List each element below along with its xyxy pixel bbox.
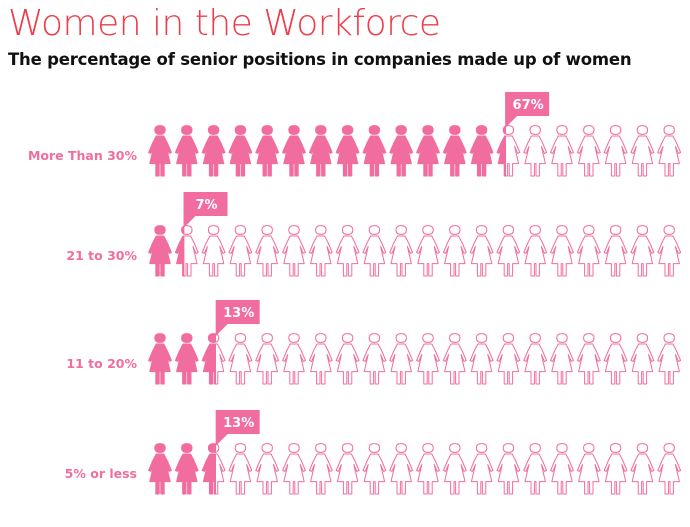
woman-figure-icon <box>496 333 521 385</box>
category-label: More Than 30% <box>28 148 138 163</box>
woman-figure-icon <box>389 333 414 385</box>
woman-figure-icon <box>201 333 226 385</box>
woman-figure-icon <box>362 125 387 177</box>
woman-figure-icon <box>389 225 414 277</box>
woman-figure-icon <box>630 443 655 495</box>
value-label: 13% <box>223 416 254 431</box>
woman-figure-icon <box>228 125 253 177</box>
woman-figure-icon <box>576 125 601 177</box>
woman-figure-icon <box>228 333 253 385</box>
value-label: 7% <box>195 198 217 213</box>
woman-figure-icon <box>550 443 574 495</box>
woman-figure-icon <box>523 333 548 385</box>
woman-figure-icon <box>442 225 467 277</box>
woman-figure-icon <box>174 333 199 385</box>
woman-figure-icon <box>442 125 467 177</box>
woman-figure-icon <box>657 125 682 177</box>
woman-figure-icon <box>148 125 172 177</box>
woman-figure-icon <box>603 125 628 177</box>
woman-figure-icon <box>603 333 628 385</box>
woman-figure-icon <box>496 443 521 495</box>
woman-figure-icon <box>228 443 253 495</box>
category-label: 21 to 30% <box>66 248 137 263</box>
woman-figure-icon <box>389 125 414 177</box>
woman-figure-icon <box>523 125 548 177</box>
value-callout <box>505 92 550 128</box>
woman-figure-icon <box>201 443 226 495</box>
woman-figure-icon <box>576 333 601 385</box>
woman-figure-icon <box>576 225 601 277</box>
woman-figure-icon <box>201 125 226 177</box>
woman-figure-icon <box>416 125 440 177</box>
woman-figure-icon <box>282 443 306 495</box>
pictograph-row: 5% or less 13% <box>65 410 682 495</box>
woman-figure-icon <box>469 225 494 277</box>
value-callout <box>215 300 260 336</box>
woman-figure-icon <box>335 125 360 177</box>
woman-figure-icon <box>255 443 280 495</box>
pictograph-row: 21 to 30% 7% <box>66 192 682 277</box>
woman-figure-icon <box>362 333 387 385</box>
woman-figure-icon <box>603 443 628 495</box>
woman-figure-icon <box>496 225 521 277</box>
woman-figure-icon <box>148 333 172 385</box>
woman-figure-icon <box>523 225 548 277</box>
woman-figure-icon <box>550 333 574 385</box>
woman-figure-icon <box>550 225 574 277</box>
category-label: 11 to 20% <box>66 356 137 371</box>
pictograph-row: 11 to 20% 13% <box>66 300 682 385</box>
woman-figure-icon <box>308 125 333 177</box>
woman-figure-icon <box>148 225 172 277</box>
chart-title: Women in the Workforce <box>8 3 441 44</box>
woman-figure-icon <box>255 225 280 277</box>
woman-figure-icon <box>335 443 360 495</box>
category-label: 5% or less <box>65 466 137 481</box>
woman-figure-icon <box>282 225 306 277</box>
woman-figure-icon <box>416 443 440 495</box>
woman-figure-icon <box>282 333 306 385</box>
woman-figure-icon <box>657 225 682 277</box>
woman-figure-icon <box>442 333 467 385</box>
woman-figure-icon <box>469 125 494 177</box>
woman-figure-icon <box>174 443 199 495</box>
woman-figure-icon <box>630 225 655 277</box>
woman-figure-icon <box>174 125 199 177</box>
woman-figure-icon <box>496 125 521 177</box>
woman-figure-icon <box>469 333 494 385</box>
woman-figure-icon <box>362 225 387 277</box>
value-label: 67% <box>513 98 544 113</box>
woman-figure-icon <box>335 225 360 277</box>
woman-figure-icon <box>174 225 199 277</box>
woman-figure-icon <box>335 333 360 385</box>
woman-figure-icon <box>603 225 628 277</box>
woman-figure-icon <box>282 125 306 177</box>
woman-figure-icon <box>657 443 682 495</box>
woman-figure-icon <box>148 443 172 495</box>
chart-subtitle: The percentage of senior positions in co… <box>8 50 632 69</box>
woman-figure-icon <box>630 333 655 385</box>
woman-figure-icon <box>442 443 467 495</box>
woman-figure-icon <box>255 333 280 385</box>
woman-figure-icon <box>576 443 601 495</box>
woman-figure-icon <box>550 125 574 177</box>
woman-figure-icon <box>416 333 440 385</box>
woman-figure-icon <box>201 225 226 277</box>
woman-figure-icon <box>416 225 440 277</box>
value-label: 13% <box>223 306 254 321</box>
woman-figure-icon <box>308 225 333 277</box>
woman-figure-icon <box>523 443 548 495</box>
woman-figure-icon <box>469 443 494 495</box>
woman-figure-icon <box>308 443 333 495</box>
woman-figure-icon <box>228 225 253 277</box>
pictograph-row: More Than 30% 67% <box>28 92 682 177</box>
woman-figure-icon <box>389 443 414 495</box>
woman-figure-icon <box>630 125 655 177</box>
value-callout <box>183 192 228 228</box>
woman-figure-icon <box>657 333 682 385</box>
value-callout <box>215 410 260 446</box>
woman-figure-icon <box>362 443 387 495</box>
woman-figure-icon <box>308 333 333 385</box>
woman-figure-icon <box>255 125 280 177</box>
